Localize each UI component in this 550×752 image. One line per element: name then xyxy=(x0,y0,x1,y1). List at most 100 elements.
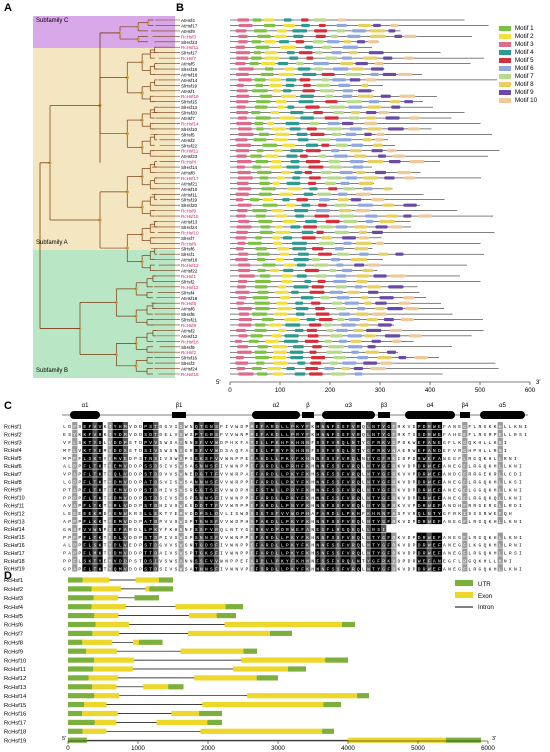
motif-box xyxy=(342,94,353,98)
motif-box xyxy=(363,301,372,305)
alignment-cell xyxy=(72,532,78,540)
residue: N xyxy=(448,503,451,509)
motif-box xyxy=(403,214,412,218)
motif-box xyxy=(356,40,366,44)
residue: S xyxy=(159,440,162,446)
legend-exon-label: Exon xyxy=(478,593,493,600)
residue: A xyxy=(443,503,446,509)
residue: Y xyxy=(438,511,441,517)
alignment-cell xyxy=(284,469,291,477)
residue: W xyxy=(230,551,233,557)
motif-box xyxy=(303,192,314,196)
residue: D xyxy=(154,519,157,525)
residue: L xyxy=(499,519,502,525)
alignment-cell xyxy=(370,564,377,572)
residue: K xyxy=(458,440,461,446)
residue: K xyxy=(408,440,411,446)
residue: F xyxy=(448,440,451,446)
alignment-cell xyxy=(72,422,78,430)
residue: V xyxy=(403,551,406,557)
alignment-cell xyxy=(279,516,286,525)
motif-box xyxy=(274,290,289,294)
residue: P xyxy=(271,448,274,454)
residue: F xyxy=(215,495,218,501)
residue: E xyxy=(433,487,436,493)
residue: P xyxy=(413,495,416,501)
alignment-cell xyxy=(92,493,98,501)
alignment-cell xyxy=(340,564,346,572)
gene-name: RcHsf12 xyxy=(4,676,26,682)
alignment-cell xyxy=(203,437,210,446)
residue: V xyxy=(332,448,335,454)
alignment-cell xyxy=(335,540,341,548)
residue: D xyxy=(154,487,157,493)
alignment-cell xyxy=(203,540,210,548)
residue: S xyxy=(109,527,112,533)
alignment-row-label: RcHsf13 xyxy=(4,519,25,525)
motif-box xyxy=(306,328,318,333)
residue: D xyxy=(271,566,274,572)
residue: W xyxy=(428,551,431,557)
alignment-cell xyxy=(340,532,346,540)
alignment-cell xyxy=(431,477,438,485)
residue: I xyxy=(519,503,522,509)
motif-box xyxy=(338,312,351,316)
residue: L xyxy=(504,432,507,438)
residue: Q xyxy=(220,527,223,533)
alignment-cell xyxy=(416,453,422,461)
alignment-row-label: RcHsf1 xyxy=(4,425,22,431)
motif-box xyxy=(365,350,379,354)
residue: K xyxy=(403,424,406,430)
residue: V xyxy=(164,472,167,478)
alignment-cell xyxy=(143,524,149,532)
alignment-cell xyxy=(122,445,129,453)
motif-box xyxy=(333,356,347,360)
motif-box xyxy=(313,29,328,33)
residue: D xyxy=(418,566,421,572)
alignment-cell xyxy=(213,548,220,556)
residue: T xyxy=(94,464,97,470)
residue: S xyxy=(210,543,213,549)
residue: R xyxy=(352,543,355,549)
alignment-cell xyxy=(295,540,301,548)
residue: K xyxy=(489,566,492,572)
gene-name: RcHsf17 xyxy=(4,721,26,727)
residue: F xyxy=(119,527,122,533)
residue: S xyxy=(316,551,319,557)
alignment-cell xyxy=(365,501,372,509)
residue: N xyxy=(200,464,203,470)
residue: H xyxy=(372,511,375,517)
residue: N xyxy=(190,559,193,565)
motif-box xyxy=(338,209,352,213)
motif-box xyxy=(362,268,374,273)
residue: S xyxy=(170,456,173,462)
motif-box xyxy=(325,94,334,98)
alignment-cell xyxy=(376,485,382,493)
residue: S xyxy=(337,464,340,470)
gene-label: AtHsf23 xyxy=(181,154,198,159)
alignment-cell xyxy=(295,437,301,446)
alignment-cell xyxy=(143,469,149,477)
residue: F xyxy=(463,543,466,549)
residue: V xyxy=(266,527,269,533)
alignment-cell xyxy=(274,445,281,453)
alignment-cell xyxy=(426,493,432,501)
alignment-cell xyxy=(305,422,311,430)
motif-box xyxy=(250,334,264,338)
alignment-cell xyxy=(82,548,88,556)
residue: T xyxy=(149,495,152,501)
residue: R xyxy=(473,495,476,501)
alignment-cell xyxy=(365,477,372,485)
residue: F xyxy=(438,487,441,493)
alignment-cell xyxy=(370,493,377,501)
residue: K xyxy=(306,487,309,493)
motif-box xyxy=(256,170,272,175)
residue: G xyxy=(458,535,461,541)
alignment-cell xyxy=(355,445,362,453)
residue: V xyxy=(170,464,173,470)
motif-box xyxy=(236,165,246,169)
motif-box xyxy=(321,143,330,147)
motif-box xyxy=(235,290,250,294)
residue: D xyxy=(154,503,157,509)
alignment-cell xyxy=(264,469,270,477)
